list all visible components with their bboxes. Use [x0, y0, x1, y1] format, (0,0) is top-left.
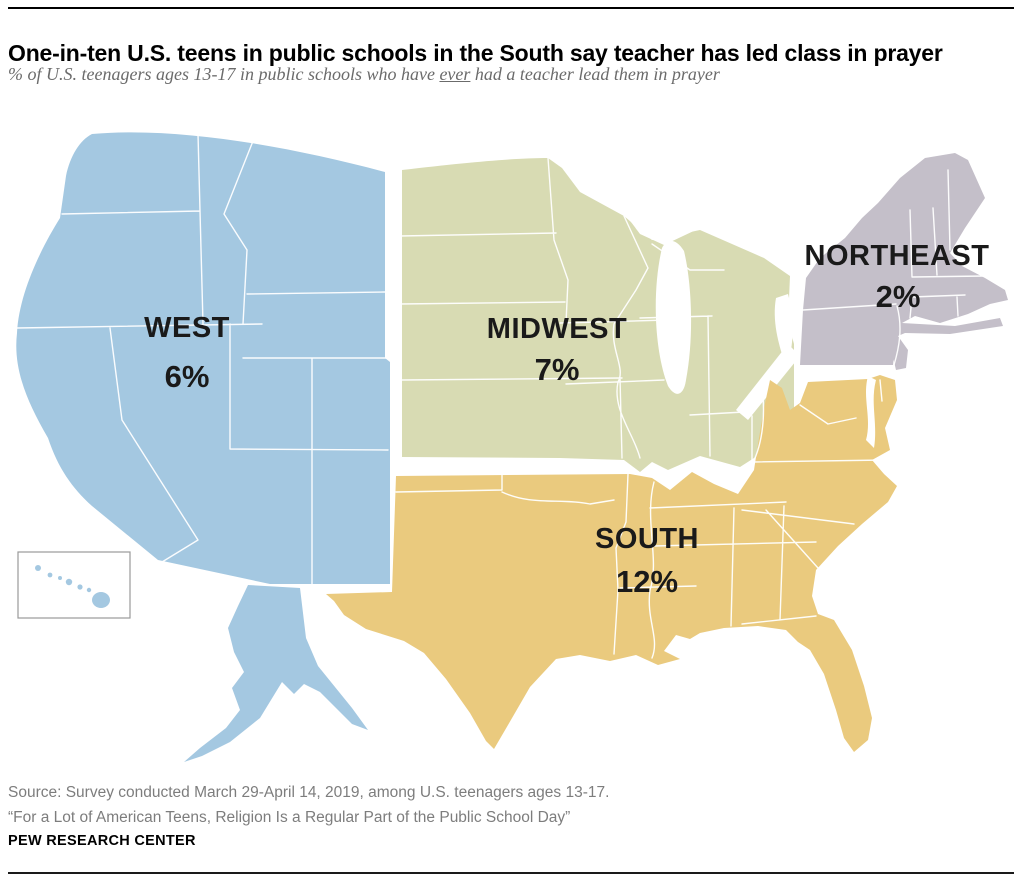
alaska-shape [184, 585, 368, 762]
region-labels: WEST 6% MIDWEST 7% NORTHEAST 2% SOUTH 12… [144, 240, 989, 599]
lake-superior [628, 218, 700, 245]
south-shape [326, 375, 897, 752]
northeast-state-borders [802, 169, 986, 366]
chart-title: One-in-ten U.S. teens in public schools … [8, 40, 943, 67]
top-rule [8, 7, 1014, 9]
hawaii-island [86, 587, 92, 593]
midwest-value: 7% [535, 352, 580, 387]
hawaii-inset-box [17, 551, 131, 619]
bottom-rule [8, 872, 1014, 874]
west-value: 6% [165, 359, 210, 394]
subtitle-post: had a teacher lead them in prayer [470, 64, 720, 84]
west-label: WEST [144, 312, 230, 344]
us-regions-map: WEST 6% MIDWEST 7% NORTHEAST 2% SOUTH 12… [0, 118, 1023, 782]
chesapeake-bay [866, 376, 876, 448]
region-west [16, 132, 390, 762]
hawaii-island [47, 572, 53, 578]
hawaii-island [77, 584, 83, 590]
northeast-value: 2% [876, 279, 921, 314]
south-label: SOUTH [595, 523, 699, 555]
lake-michigan [655, 240, 692, 394]
region-south [326, 375, 897, 752]
hawaii-big-island [92, 592, 110, 608]
west-contiguous-shape [16, 132, 390, 584]
hawaii-island [58, 576, 62, 580]
lake-erie [736, 344, 800, 420]
south-value: 12% [616, 564, 678, 599]
chart-subtitle: % of U.S. teenagers ages 13-17 in public… [8, 62, 1015, 86]
northeast-shape [800, 153, 1008, 370]
region-northeast [800, 153, 1008, 370]
hawaii-island [65, 578, 73, 586]
west-state-borders [16, 133, 389, 587]
subtitle-ever-underlined: ever [439, 64, 471, 84]
south-state-borders [395, 379, 887, 659]
hawaii-island [35, 565, 41, 571]
midwest-shape [402, 158, 794, 472]
source-line-1: Source: Survey conducted March 29-April … [8, 784, 610, 801]
northeast-label: NORTHEAST [805, 240, 990, 272]
subtitle-pre: % of U.S. teenagers ages 13-17 in public… [8, 64, 440, 84]
region-midwest [399, 157, 800, 472]
source-note: Source: Survey conducted March 29-April … [8, 780, 1015, 830]
source-line-2: “For a Lot of American Teens, Religion I… [8, 809, 571, 826]
midwest-label: MIDWEST [487, 313, 627, 345]
map-svg: WEST 6% MIDWEST 7% NORTHEAST 2% SOUTH 12… [16, 132, 1008, 762]
pew-research-center-wordmark: PEW RESEARCH CENTER [8, 833, 196, 849]
